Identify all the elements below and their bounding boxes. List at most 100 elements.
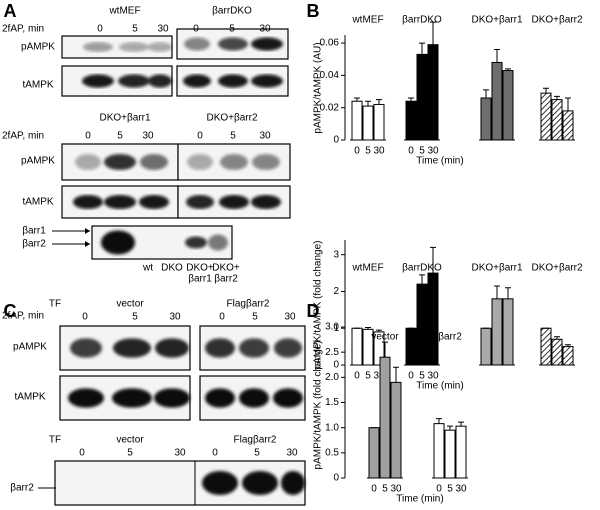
arrow-head <box>85 241 90 247</box>
error-bar <box>365 100 371 107</box>
error-bar <box>376 329 382 332</box>
label: 0 <box>212 448 218 459</box>
x-tick-label: 5 <box>419 371 425 382</box>
blot-band <box>148 74 172 88</box>
group-label: βarrDKO <box>402 15 442 26</box>
blot-band <box>187 154 213 170</box>
label: 30 <box>169 312 181 323</box>
label: wt <box>142 263 153 274</box>
blots <box>54 28 306 506</box>
blot-band <box>70 338 102 358</box>
label: 30 <box>174 448 186 459</box>
bar <box>480 97 492 141</box>
bar <box>551 99 563 141</box>
label: 0 <box>85 131 91 142</box>
group-label: wtMEF <box>351 15 383 26</box>
blot-band <box>75 154 101 170</box>
error-bar <box>565 97 571 111</box>
label: DKO+βarr1 <box>99 113 150 124</box>
group-label: DKO+βarr2 <box>531 263 582 274</box>
label: βarr2 <box>22 239 46 250</box>
bar <box>502 70 514 141</box>
blot-band <box>205 388 235 408</box>
error-bar <box>505 287 511 299</box>
error-bar <box>393 366 399 383</box>
error-bar <box>408 97 414 102</box>
label: 0 <box>193 24 199 35</box>
bar <box>480 327 492 366</box>
group-label: wtMEF <box>351 263 383 274</box>
blot-band <box>281 471 305 495</box>
label: A <box>4 1 17 21</box>
x-axis-label: Time (min) <box>416 381 463 392</box>
x-tick-label: 30 <box>373 371 385 382</box>
blot-band <box>104 194 136 210</box>
bar <box>551 338 563 366</box>
label: DKO+ <box>212 263 240 274</box>
label: 30 <box>157 24 169 35</box>
y-tick-label: 0.5 <box>325 447 339 458</box>
blot-band <box>73 194 103 210</box>
bar <box>373 103 385 141</box>
bar <box>433 423 445 479</box>
label: 2fAP, min <box>2 131 44 142</box>
error-bar <box>505 68 511 71</box>
bar <box>416 53 428 141</box>
group-label: βarrDKO <box>402 263 442 274</box>
label: Flagβarr2 <box>227 299 270 310</box>
label: TF <box>49 435 61 446</box>
y-axis-label: pAMPK/tAMPK (fold change) <box>313 241 324 370</box>
x-tick-label: 30 <box>455 484 467 495</box>
y-tick-label: 2 <box>333 286 339 297</box>
blot-band <box>154 388 190 408</box>
blot-band <box>252 154 280 170</box>
error-bar <box>543 87 549 94</box>
error-bar <box>447 425 453 431</box>
y-tick-label: 3.0 <box>325 322 339 333</box>
x-tick-label: 0 <box>371 484 377 495</box>
label: 5 <box>252 312 258 323</box>
blot-band <box>139 194 169 210</box>
y-tick-label: 2.5 <box>325 347 339 358</box>
bar <box>491 61 503 141</box>
error-bar <box>365 327 371 330</box>
label: βarr2 <box>214 274 238 285</box>
group-label: vector <box>371 332 399 343</box>
blot-band <box>155 338 189 358</box>
x-tick-label: 0 <box>408 146 414 157</box>
bar <box>427 44 439 141</box>
label: 5 <box>254 448 260 459</box>
label: tAMPK <box>14 392 45 403</box>
blot-band <box>218 74 248 88</box>
x-tick-label: 30 <box>390 484 402 495</box>
label: 5 <box>230 131 236 142</box>
bar <box>368 427 380 479</box>
blot-band <box>239 338 269 358</box>
error-bar <box>436 418 442 424</box>
label: wtMEF <box>108 6 140 17</box>
y-tick-label: 0 <box>333 473 339 484</box>
label: DKO <box>161 263 183 274</box>
label: vector <box>116 299 144 310</box>
blot-band <box>104 154 136 170</box>
y-tick-label: 1 <box>333 323 339 334</box>
label: tAMPK <box>22 80 53 91</box>
blot-band <box>184 37 210 51</box>
y-tick-label: 0.04 <box>320 70 340 81</box>
bar <box>562 110 574 141</box>
x-axis-label: Time (min) <box>416 156 463 167</box>
error-bar <box>430 21 436 45</box>
y-tick-label: 0 <box>333 135 339 146</box>
error-bar <box>419 274 425 285</box>
blot-band <box>186 194 214 210</box>
error-bar <box>354 97 360 102</box>
blot-band <box>118 74 150 88</box>
label: βarr2 <box>10 483 34 494</box>
panel-letter: B <box>307 1 320 21</box>
y-tick-label: 0.02 <box>320 102 340 113</box>
bar <box>351 100 363 141</box>
label: pAMPK <box>21 42 55 53</box>
label: 0 <box>79 448 85 459</box>
label: βarr1 <box>188 274 212 285</box>
